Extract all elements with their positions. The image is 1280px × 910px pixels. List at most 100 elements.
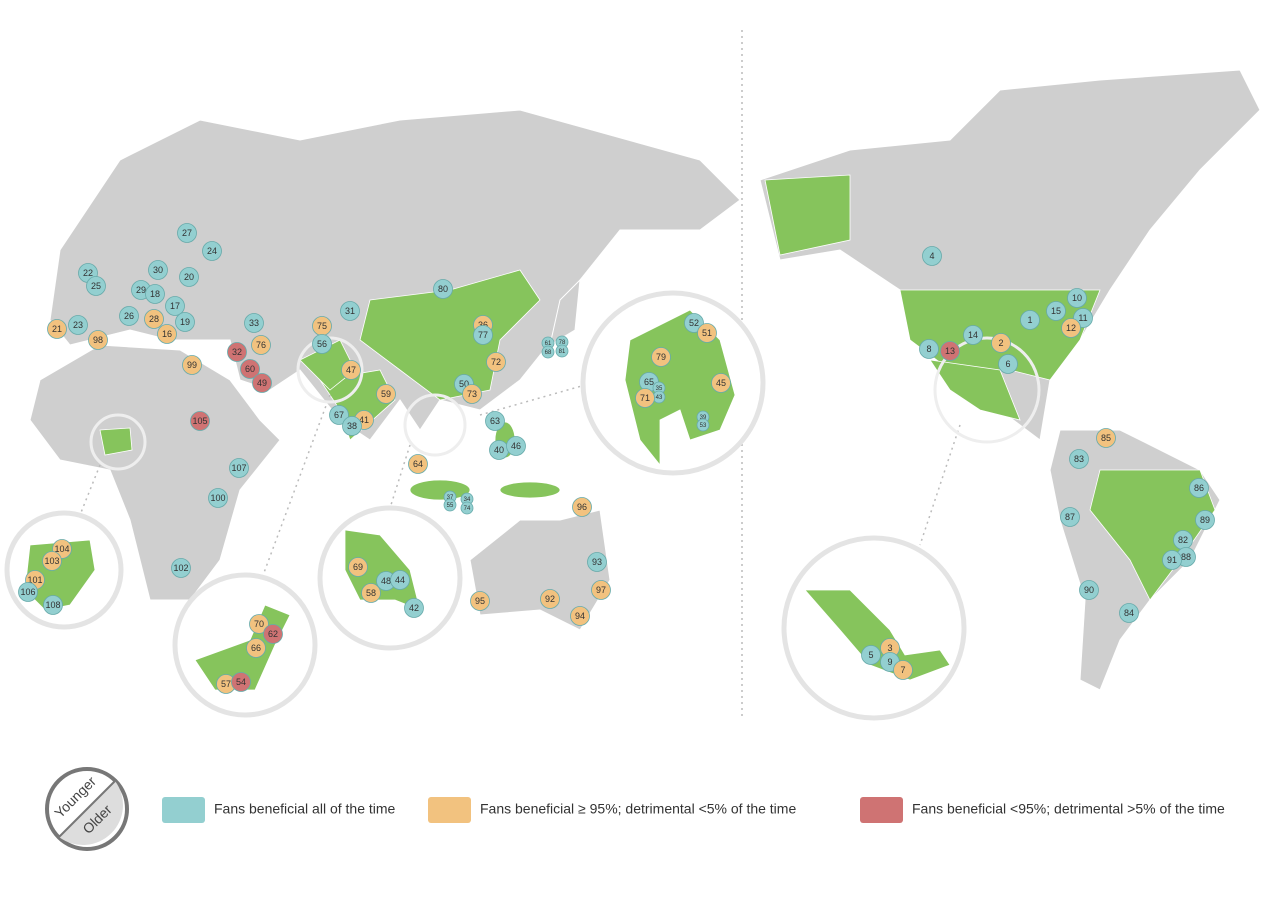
marker-label: 82 xyxy=(1178,535,1188,545)
marker xyxy=(570,606,590,626)
marker-label: 33 xyxy=(249,318,259,328)
marker xyxy=(43,595,63,615)
marker xyxy=(171,558,191,578)
marker xyxy=(540,589,560,609)
marker xyxy=(408,454,428,474)
marker-label: 68 xyxy=(545,350,552,356)
marker-label: 29 xyxy=(136,285,146,295)
marker xyxy=(433,279,453,299)
legend-swatch xyxy=(428,797,471,823)
marker xyxy=(202,241,222,261)
marker-label: 91 xyxy=(1167,555,1177,565)
marker-label: 39 xyxy=(700,415,707,421)
marker xyxy=(470,591,490,611)
marker xyxy=(711,373,731,393)
marker-label: 67 xyxy=(334,410,344,420)
marker xyxy=(182,355,202,375)
marker-label: 96 xyxy=(577,502,587,512)
marker xyxy=(361,583,381,603)
marker xyxy=(148,260,168,280)
marker xyxy=(861,645,881,665)
marker-label: 50 xyxy=(459,379,469,389)
marker xyxy=(1096,428,1116,448)
marker-label: 77 xyxy=(478,330,488,340)
marker-label: 38 xyxy=(347,421,357,431)
marker-label: 27 xyxy=(182,228,192,238)
marker-label: 97 xyxy=(596,585,606,595)
marker-label: 80 xyxy=(438,284,448,294)
marker xyxy=(263,624,283,644)
marker-label: 102 xyxy=(173,563,188,573)
marker xyxy=(555,344,569,358)
marker-label: 14 xyxy=(968,330,978,340)
marker-label: 65 xyxy=(644,377,654,387)
marker-label: 31 xyxy=(345,306,355,316)
marker xyxy=(1069,449,1089,469)
marker xyxy=(893,660,913,680)
marker xyxy=(175,312,195,332)
marker-label: 26 xyxy=(124,311,134,321)
marker-label: 44 xyxy=(395,575,405,585)
marker xyxy=(1061,318,1081,338)
marker xyxy=(390,570,410,590)
marker-label: 105 xyxy=(192,416,207,426)
marker xyxy=(18,582,38,602)
marker-label: 60 xyxy=(245,364,255,374)
marker xyxy=(1162,550,1182,570)
marker-label: 16 xyxy=(162,329,172,339)
marker-label: 101 xyxy=(27,575,42,585)
marker-label: 11 xyxy=(1078,313,1087,323)
marker xyxy=(587,552,607,572)
marker-label: 30 xyxy=(153,265,163,275)
marker xyxy=(251,335,271,355)
marker-label: 6 xyxy=(1005,359,1010,369)
marker-label: 53 xyxy=(700,423,707,429)
marker-label: 20 xyxy=(184,272,194,282)
marker-label: 22 xyxy=(83,268,93,278)
marker-label: 70 xyxy=(254,619,264,629)
marker xyxy=(227,342,247,362)
marker-label: 28 xyxy=(149,314,159,324)
marker xyxy=(246,638,266,658)
marker xyxy=(376,384,396,404)
marker-label: 12 xyxy=(1066,323,1076,333)
marker-label: 55 xyxy=(447,503,454,509)
marker xyxy=(591,580,611,600)
marker-label: 56 xyxy=(317,339,327,349)
marker-label: 108 xyxy=(45,600,60,610)
marker-label: 90 xyxy=(1084,585,1094,595)
marker xyxy=(651,347,671,367)
marker xyxy=(1060,507,1080,527)
marker xyxy=(697,323,717,343)
marker xyxy=(119,306,139,326)
marker-label: 10 xyxy=(1072,293,1082,303)
highlighted-countries xyxy=(99,174,1216,601)
marker-label: 36 xyxy=(478,320,488,330)
marker xyxy=(340,301,360,321)
marker xyxy=(229,458,249,478)
marker xyxy=(572,497,592,517)
marker xyxy=(473,325,493,345)
marker xyxy=(179,267,199,287)
legend-label: Fans beneficial ≥ 95%; detrimental <5% o… xyxy=(480,801,796,817)
marker-label: 83 xyxy=(1074,454,1084,464)
marker-label: 32 xyxy=(232,347,242,357)
marker-label: 37 xyxy=(447,495,454,501)
marker xyxy=(190,411,210,431)
marker-label: 75 xyxy=(317,321,327,331)
marker-label: 104 xyxy=(54,544,69,554)
marker-label: 100 xyxy=(210,493,225,503)
legend-label: Fans beneficial all of the time xyxy=(214,801,396,817)
marker-label: 98 xyxy=(93,335,103,345)
marker xyxy=(998,354,1018,374)
marker-label: 8 xyxy=(926,344,931,354)
marker-label: 94 xyxy=(575,611,585,621)
marker-label: 13 xyxy=(945,346,955,356)
marker-label: 79 xyxy=(656,352,666,362)
marker-label: 21 xyxy=(52,324,62,334)
marker-label: 72 xyxy=(491,357,501,367)
legend-swatch xyxy=(860,797,903,823)
marker xyxy=(68,315,88,335)
marker xyxy=(940,341,960,361)
